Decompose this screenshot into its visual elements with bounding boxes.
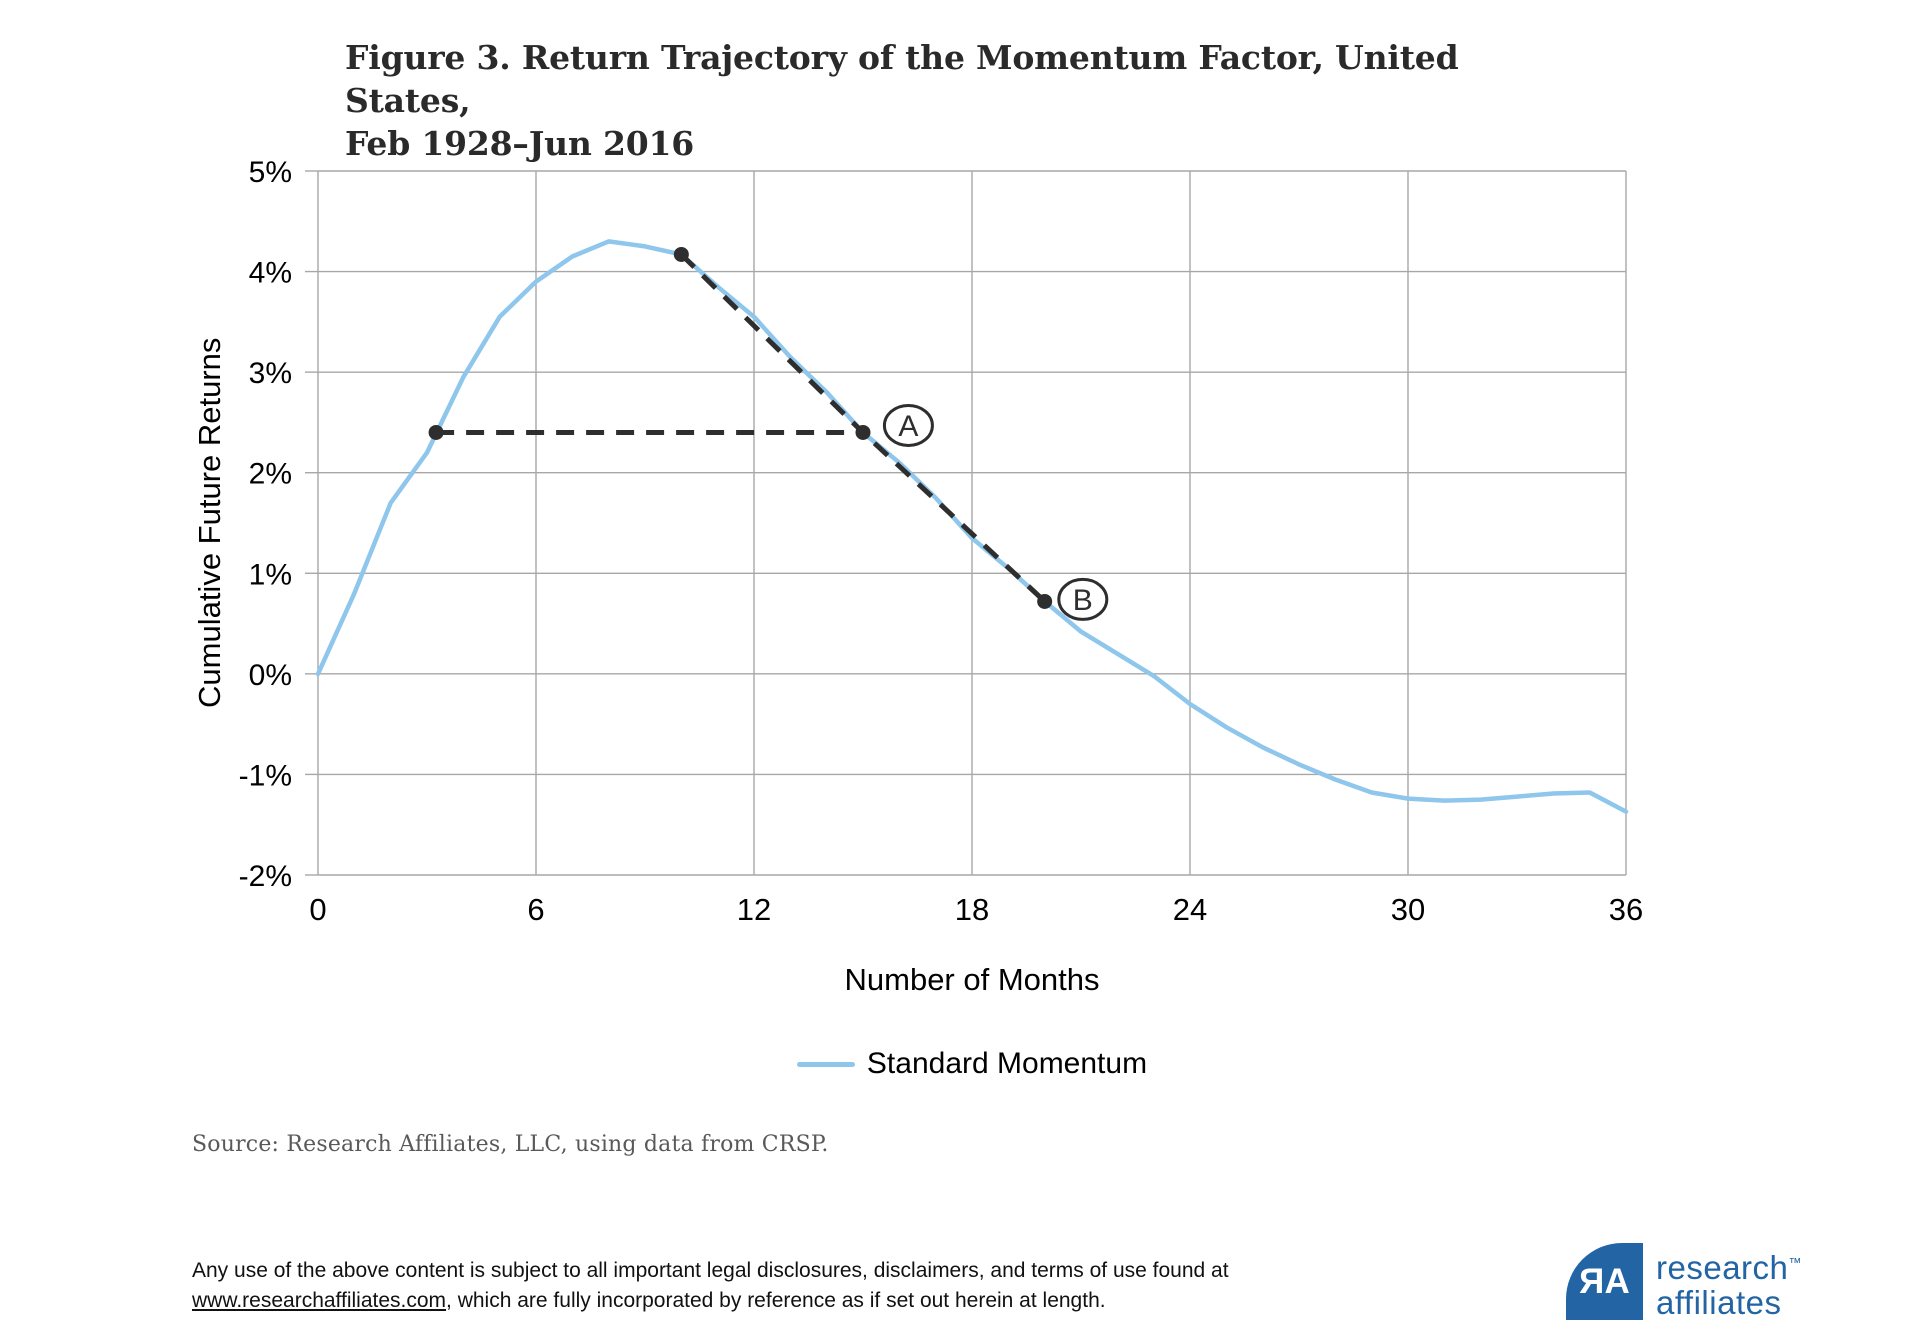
source-note: Source: Research Affiliates, LLC, using … — [192, 1132, 829, 1157]
legend-label: Standard Momentum — [866, 1047, 1148, 1080]
x-tick-label: 6 — [527, 892, 544, 927]
annotation-point — [673, 246, 689, 262]
annotation-point — [1037, 593, 1053, 609]
y-tick-label: 5% — [249, 156, 292, 189]
legal-disclaimer: Any use of the above content is subject … — [192, 1256, 1392, 1316]
legend-line-swatch — [796, 1061, 855, 1067]
y-tick-label: 3% — [249, 357, 292, 390]
x-tick-label: 36 — [1609, 892, 1643, 927]
label-letter-A: A — [898, 410, 918, 443]
y-tick-label: 0% — [249, 659, 292, 692]
logo-monogram-r: R — [1582, 1261, 1605, 1301]
figure-title-line1: Figure 3. Return Trajectory of the Momen… — [345, 38, 1459, 120]
x-tick-label: 0 — [309, 892, 326, 927]
annotation-point — [428, 424, 444, 440]
y-tick-label: 1% — [249, 558, 292, 591]
research-affiliates-link[interactable]: www.researchaffiliates.com — [192, 1289, 447, 1312]
x-tick-label: 18 — [955, 892, 989, 927]
label-circle-B — [1057, 577, 1109, 621]
x-tick-label: 24 — [1173, 892, 1207, 927]
logo-word-research: research — [1656, 1249, 1789, 1286]
chart-legend: Standard Momentum — [318, 1042, 1626, 1086]
figure-title-line2: Feb 1928–Jun 2016 — [345, 124, 695, 163]
annotation-point — [855, 424, 871, 440]
disclaimer-line1: Any use of the above content is subject … — [192, 1259, 1229, 1282]
label-letter-B: B — [1073, 584, 1093, 617]
disclaimer-line2: , which are fully incorporated by refere… — [446, 1289, 1106, 1312]
y-tick-label: -1% — [239, 759, 292, 792]
logo-wordmark: research™ affiliates — [1656, 1243, 1801, 1320]
y-tick-label: 2% — [249, 458, 292, 491]
logo-monogram-a: A — [1604, 1261, 1630, 1301]
x-axis-title: Number of Months — [844, 962, 1100, 997]
x-tick-label: 30 — [1391, 892, 1425, 927]
series-line-standard-momentum — [315, 239, 1629, 814]
y-tick-label: 4% — [249, 257, 292, 290]
x-tick-label: 12 — [737, 892, 771, 927]
y-tick-label: -2% — [239, 860, 292, 893]
logo-word-affiliates: affiliates — [1656, 1284, 1782, 1321]
trademark-symbol: ™ — [1788, 1255, 1802, 1270]
label-circle-A — [882, 403, 934, 447]
figure-title: Figure 3. Return Trajectory of the Momen… — [345, 36, 1585, 165]
y-axis-title: Cumulative Future Returns — [192, 337, 227, 709]
